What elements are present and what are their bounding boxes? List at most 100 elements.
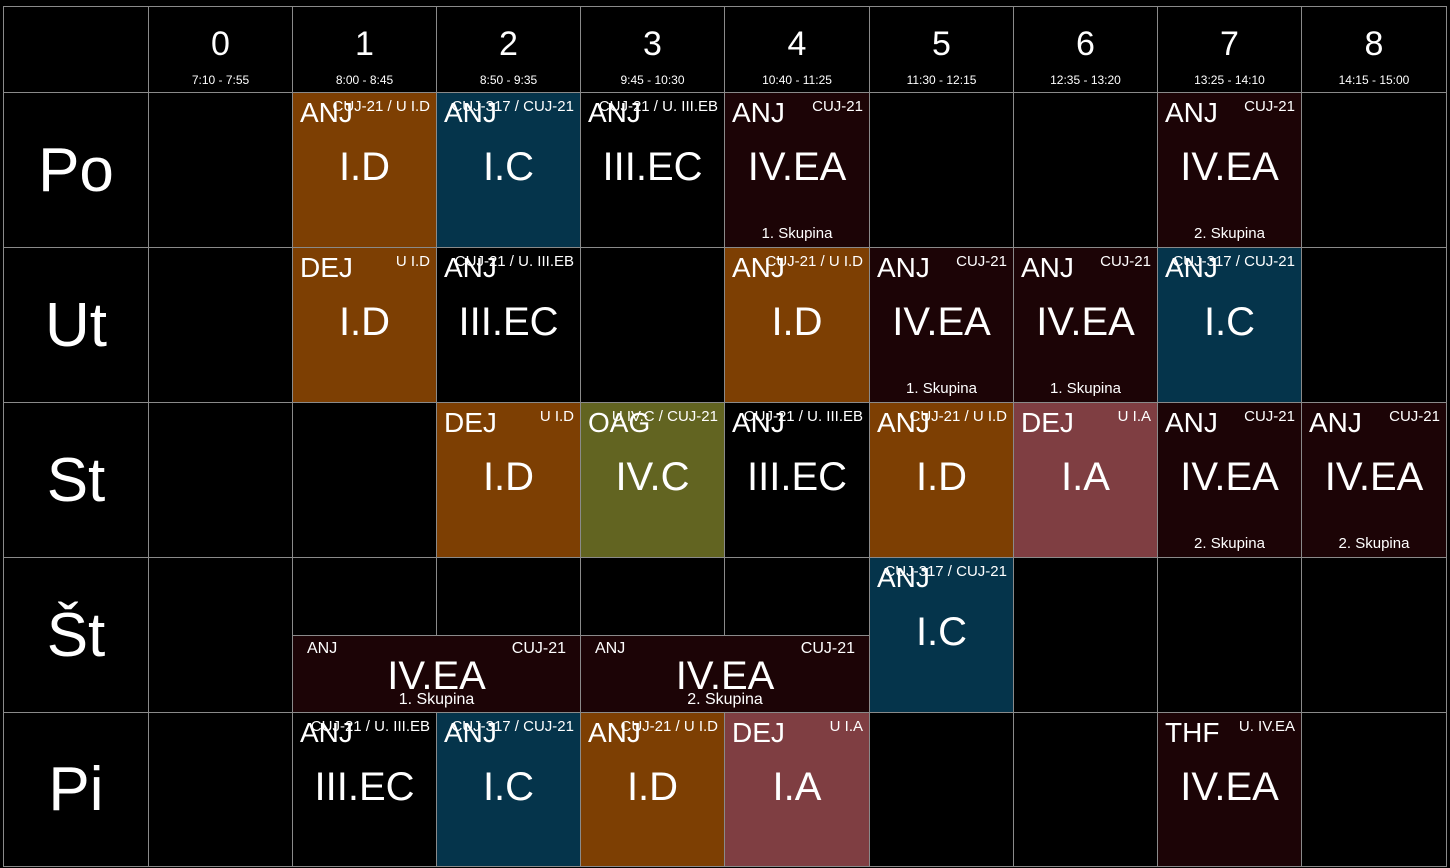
lesson-subject: ANJ	[300, 97, 353, 128]
lesson-card[interactable]: ANJ CUJ-21 / U I.D I.D	[580, 712, 725, 867]
lesson-card[interactable]: ANJ CUJ-21 IV.EA 2. Skupina	[1157, 92, 1302, 248]
lesson-card[interactable]: ANJ CUJ-21 IV.EA 1. Skupina	[869, 247, 1014, 403]
period-number: 5	[932, 25, 951, 63]
lesson-subject: ANJ	[595, 640, 626, 657]
period-header-4: 4 10:40 - 11:25	[724, 6, 870, 93]
lesson-room: CUJ-21 / U I.D	[620, 718, 718, 735]
lesson-subject: ANJ	[307, 640, 338, 657]
period-number: 7	[1220, 25, 1239, 63]
lesson-card[interactable]: ANJ CUJ-21 IV.EA 1. Skupina	[724, 92, 870, 248]
lesson-card[interactable]: ANJ CUJ-21 / U I.D I.D	[292, 92, 437, 248]
period-number: 0	[211, 25, 230, 63]
period-header-1: 1 8:00 - 8:45	[292, 6, 437, 93]
lesson-subject: ANJ	[732, 407, 785, 438]
lesson-card[interactable]: DEJ U I.D I.D	[292, 247, 437, 403]
lesson-class: IV.EA	[1324, 455, 1424, 499]
day-label: Ut	[45, 290, 107, 360]
lesson-room: CUJ-21	[956, 253, 1007, 270]
lesson-room: CUJ-21 / U I.D	[765, 253, 863, 270]
day-header-0: Po	[3, 92, 149, 248]
lesson-card[interactable]: DEJ U I.A I.A	[1013, 402, 1158, 558]
lesson-card[interactable]: ANJ CUJ-21 / U. III.EB III.EC	[436, 247, 581, 403]
lesson-card[interactable]: ANJ CUJ-21 / U. III.EB III.EC	[292, 712, 437, 867]
lesson-class: I.D	[626, 765, 679, 809]
empty-slot	[1301, 557, 1447, 713]
lesson-card[interactable]: DEJ U I.D I.D	[436, 402, 581, 558]
period-time: 8:00 - 8:45	[335, 73, 394, 87]
lesson-room: U I.D	[395, 253, 430, 270]
lesson-card[interactable]: ANJ CUJ-317 / CUJ-21 I.C	[1157, 247, 1302, 403]
lesson-card[interactable]: ANJ CUJ-317 / CUJ-21 I.C	[436, 92, 581, 248]
lesson-group: 1. Skupina	[761, 225, 833, 242]
lesson-room: U I.D	[539, 408, 574, 425]
period-time: 11:30 - 12:15	[906, 73, 977, 87]
lesson-room: U. IV.EA	[1238, 718, 1295, 735]
empty-slot	[1301, 712, 1447, 867]
period-time: 7:10 - 7:55	[191, 73, 250, 87]
empty-slot	[148, 247, 293, 403]
lesson-card[interactable]: ANJ CUJ-317 / CUJ-21 I.C	[436, 712, 581, 867]
lesson-card[interactable]: ANJ CUJ-21 / U I.D I.D	[724, 247, 870, 403]
period-time: 13:25 - 14:10	[1194, 73, 1265, 87]
period-header-8: 8 14:15 - 15:00	[1301, 6, 1447, 93]
empty-slot	[1301, 92, 1447, 248]
lesson-group: 1. Skupina	[906, 380, 977, 397]
lesson-class: III.EC	[458, 300, 559, 344]
lesson-subject: ANJ	[732, 252, 785, 283]
empty-slot	[869, 712, 1014, 867]
lesson-subject: ANJ	[877, 407, 930, 438]
lesson-card[interactable]: DEJ U I.A I.A	[724, 712, 870, 867]
lesson-class: I.A	[1061, 455, 1110, 499]
empty-slot	[1157, 557, 1302, 713]
period-time: 10:40 - 11:25	[762, 73, 832, 87]
lesson-card[interactable]: THF U. IV.EA IV.EA	[1157, 712, 1302, 867]
lesson-card[interactable]: ANJ CUJ-21 IV.EA 1. Skupina	[1013, 247, 1158, 403]
lesson-room: CUJ-21	[1389, 408, 1440, 425]
lesson-class: III.EC	[602, 145, 703, 189]
lesson-class: IV.EA	[1180, 765, 1279, 809]
lesson-room: CUJ-317 / CUJ-21	[451, 718, 574, 735]
lesson-class: IV.EA	[1036, 300, 1135, 344]
lesson-class: I.D	[338, 300, 391, 344]
lesson-subject: ANJ	[444, 97, 497, 128]
lesson-card[interactable]: OAG U IV.C / CUJ-21 IV.C	[580, 402, 725, 558]
lesson-room: CUJ-21	[800, 640, 855, 657]
day-header-3: Št	[3, 557, 149, 713]
lesson-card[interactable]: ANJ CUJ-21 IV.EA 2. Skupina	[580, 635, 870, 713]
lesson-room: CUJ-21 / U. III.EB	[310, 718, 430, 735]
lesson-room: CUJ-317 / CUJ-21	[451, 98, 574, 115]
period-header-6: 6 12:35 - 13:20	[1013, 6, 1158, 93]
corner-cell	[3, 6, 149, 93]
empty-slot	[1301, 247, 1447, 403]
period-number: 8	[1364, 25, 1384, 63]
lesson-room: U IV.C / CUJ-21	[611, 408, 718, 425]
period-time: 8:50 - 9:35	[479, 73, 538, 87]
lesson-room: CUJ-317 / CUJ-21	[1172, 253, 1295, 270]
lesson-card[interactable]: ANJ CUJ-317 / CUJ-21 I.C	[869, 557, 1014, 713]
lesson-subject: ANJ	[1165, 252, 1218, 283]
lesson-class: IV.EA	[675, 654, 775, 698]
lesson-group: 2. Skupina	[1194, 535, 1265, 552]
lesson-subject: OAG	[588, 407, 651, 438]
lesson-subject: THF	[1165, 717, 1220, 748]
lesson-card[interactable]: ANJ CUJ-21 / U I.D I.D	[869, 402, 1014, 558]
lesson-card[interactable]: ANJ CUJ-21 IV.EA 2. Skupina	[1301, 402, 1447, 558]
lesson-card[interactable]: ANJ CUJ-21 IV.EA 2. Skupina	[1157, 402, 1302, 558]
lesson-room: CUJ-21	[812, 98, 863, 115]
day-label: Št	[46, 600, 106, 670]
empty-slot	[580, 247, 725, 403]
lesson-room: CUJ-21	[1244, 408, 1295, 425]
period-header-5: 5 11:30 - 12:15	[869, 6, 1014, 93]
lesson-class: IV.EA	[1180, 455, 1279, 499]
lesson-room: CUJ-21	[1244, 98, 1295, 115]
empty-slot	[292, 402, 437, 558]
lesson-room: CUJ-21 / U. III.EB	[743, 408, 863, 425]
period-time: 14:15 - 15:00	[1338, 73, 1410, 87]
lesson-card[interactable]: ANJ CUJ-21 IV.EA 1. Skupina	[292, 635, 581, 713]
lesson-card[interactable]: ANJ CUJ-21 / U. III.EB III.EC	[724, 402, 870, 558]
lesson-card[interactable]: ANJ CUJ-21 / U. III.EB III.EC	[580, 92, 725, 248]
empty-slot	[148, 92, 293, 248]
period-number: 3	[643, 25, 662, 63]
lesson-group: 2. Skupina	[1194, 225, 1265, 242]
period-header-3: 3 9:45 - 10:30	[580, 6, 725, 93]
